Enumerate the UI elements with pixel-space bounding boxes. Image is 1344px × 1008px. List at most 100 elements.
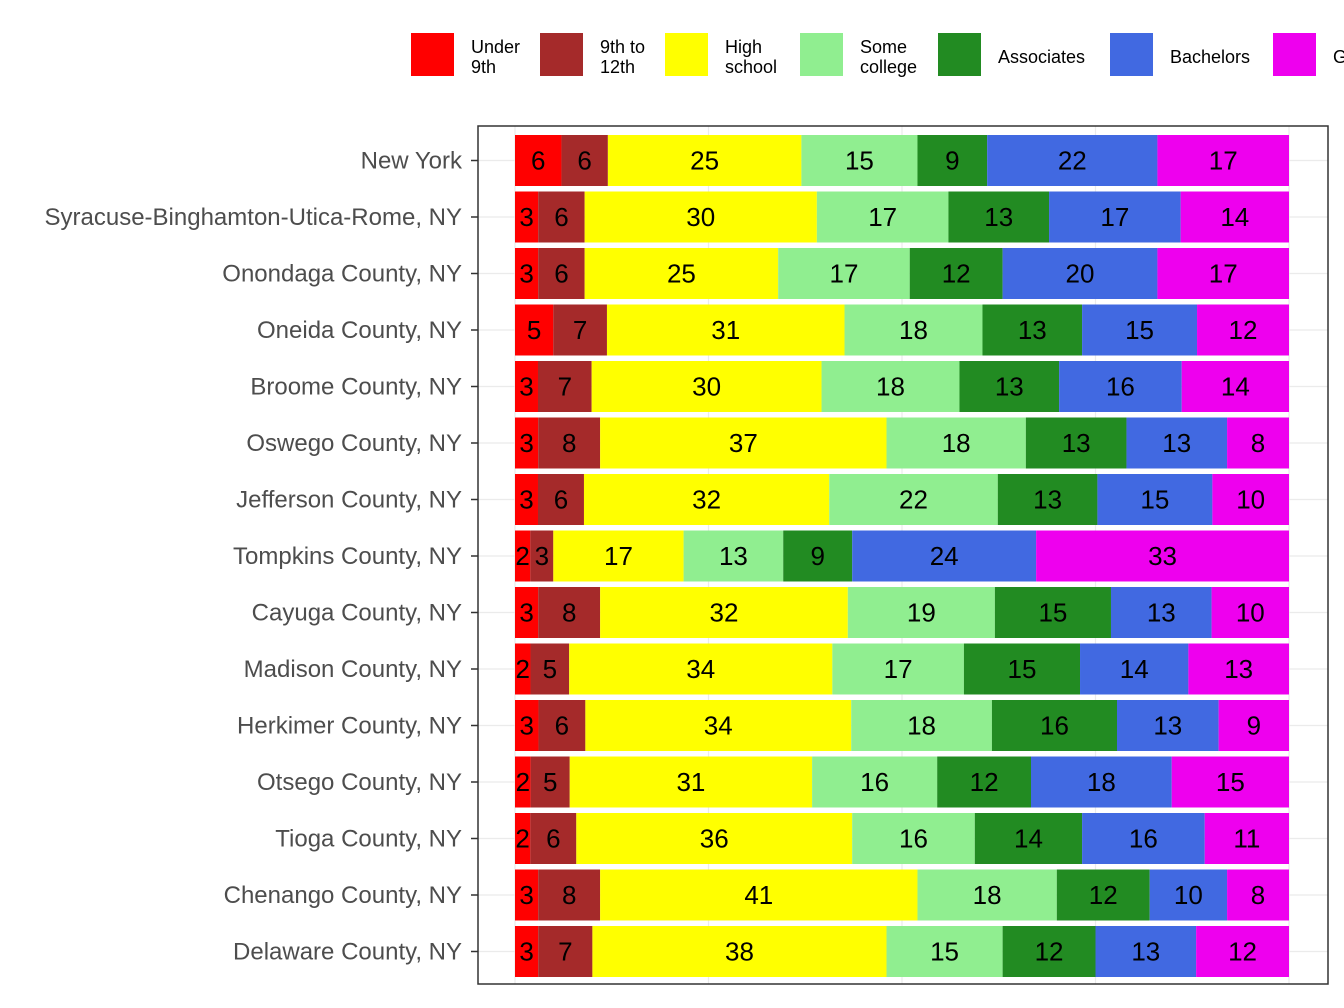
data-label: 12: [1035, 937, 1064, 967]
data-label: 13: [1018, 315, 1047, 345]
bar-segment: [1126, 417, 1228, 469]
bar-segment: [591, 361, 822, 412]
bar-segment: [909, 248, 1003, 299]
bar-segment: [515, 756, 531, 808]
y-tick-label: Madison County, NY: [244, 656, 462, 683]
data-label: 3: [519, 880, 533, 910]
data-label: 2: [516, 767, 530, 797]
bar-segment: [1080, 643, 1189, 695]
legend-key: [1273, 33, 1316, 76]
bar-segment: [886, 926, 1003, 977]
data-label: 10: [1236, 485, 1265, 515]
data-label: 22: [1058, 146, 1087, 176]
y-tick-label: Oneida County, NY: [257, 317, 462, 344]
bar-segment: [515, 926, 539, 977]
data-label: 17: [1100, 202, 1129, 232]
bar-segment: [1036, 530, 1289, 582]
bar-segment: [1097, 474, 1213, 525]
bar-segment: [832, 643, 964, 695]
bar-segment: [829, 474, 998, 525]
bar-segment: [530, 643, 570, 695]
data-label: 2: [516, 654, 530, 684]
bar-segment: [1082, 813, 1205, 864]
y-tick-label: New York: [361, 148, 463, 175]
data-label: 13: [1162, 428, 1191, 458]
bar-segment: [538, 587, 601, 638]
y-tick-label: Tioga County, NY: [275, 826, 462, 853]
data-label: 7: [573, 315, 587, 345]
bar-segment: [515, 191, 539, 243]
bar-segment: [600, 587, 848, 638]
data-label: 3: [535, 541, 549, 571]
bar-segment: [783, 530, 853, 582]
bars: 6 6 25 15 9 22 173 6 30 17 13 17 143 6 25 17 12 20 175 7 31 1…: [515, 135, 1289, 977]
data-label: 15: [930, 937, 959, 967]
data-label: 3: [519, 937, 533, 967]
bar-segment: [982, 304, 1083, 356]
legend-label: 12th: [600, 57, 635, 77]
bar-segment: [576, 813, 853, 864]
data-label: 3: [519, 259, 533, 289]
legend-label: Associates: [998, 47, 1085, 67]
bar-segment: [917, 135, 988, 186]
bar-segment: [569, 756, 813, 808]
data-label: 17: [1209, 259, 1238, 289]
data-label: 8: [562, 880, 576, 910]
data-label: 15: [1140, 485, 1169, 515]
bar-segment: [1059, 361, 1182, 412]
data-label: 6: [554, 485, 568, 515]
data-label: 13: [1147, 598, 1176, 628]
data-label: 18: [942, 428, 971, 458]
bar-segment: [917, 869, 1057, 921]
data-label: 18: [907, 711, 936, 741]
bar-segment: [1049, 191, 1181, 243]
data-label: 6: [554, 202, 568, 232]
bar-segment: [515, 135, 562, 186]
data-label: 12: [1228, 937, 1257, 967]
bar-segment: [1227, 417, 1289, 469]
bar-segment: [538, 926, 593, 977]
data-label: 13: [984, 202, 1013, 232]
data-label: 6: [531, 146, 545, 176]
data-label: 30: [686, 202, 715, 232]
y-tick-label: Delaware County, NY: [233, 939, 462, 966]
data-label: 6: [546, 824, 560, 854]
data-label: 34: [704, 711, 733, 741]
data-label: 15: [1008, 654, 1037, 684]
legend-key: [411, 33, 454, 76]
bar-segment: [1227, 869, 1289, 921]
data-label: 13: [719, 541, 748, 571]
data-label: 41: [744, 880, 773, 910]
data-label: 13: [1131, 937, 1160, 967]
bar-segment: [585, 700, 852, 751]
legend-key: [1110, 33, 1153, 76]
data-label: 32: [710, 598, 739, 628]
data-label: 17: [829, 259, 858, 289]
bar-segment: [821, 361, 960, 412]
data-label: 3: [519, 372, 533, 402]
data-label: 3: [519, 485, 533, 515]
bar-segment: [515, 869, 539, 921]
data-label: 31: [676, 767, 705, 797]
data-label: 15: [845, 146, 874, 176]
data-label: 25: [667, 259, 696, 289]
legend-label: 9th to: [600, 37, 645, 57]
legend-label: 9th: [471, 57, 496, 77]
bar-segment: [583, 474, 830, 525]
bar-segment: [1204, 813, 1289, 864]
y-tick-label: Oswego County, NY: [246, 430, 462, 457]
bar-segment: [1031, 756, 1172, 808]
bar-segment: [963, 643, 1081, 695]
data-label: 8: [1251, 428, 1265, 458]
bar-segment: [851, 700, 992, 751]
legend-label: Bachelors: [1170, 47, 1250, 67]
data-label: 17: [1209, 146, 1238, 176]
data-label: 12: [970, 767, 999, 797]
data-label: 6: [555, 711, 569, 741]
bar-segment: [515, 643, 531, 695]
data-label: 17: [868, 202, 897, 232]
bar-segment: [606, 304, 845, 356]
data-label: 9: [1247, 711, 1261, 741]
bar-segment: [569, 643, 833, 695]
